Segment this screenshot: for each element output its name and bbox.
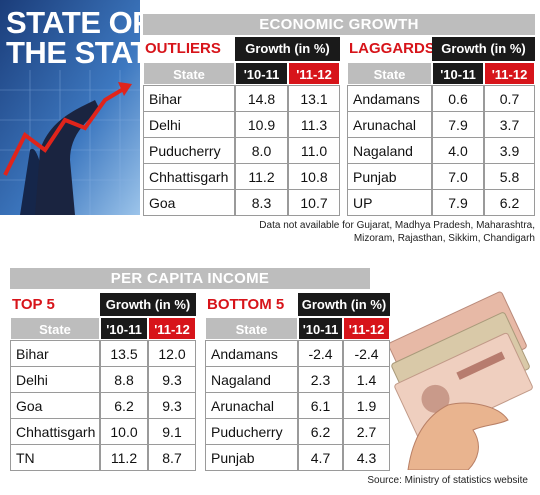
column-header: '10-11 (298, 317, 343, 340)
column-header: '10-11 (100, 317, 148, 340)
column-header: '11-12 (288, 62, 340, 85)
value-cell: 7.9 (432, 111, 484, 138)
value-cell: 11.2 (235, 163, 288, 190)
source: Source: Ministry of statistics website (367, 475, 528, 486)
state-cell: Andamans (205, 340, 298, 367)
value-cell: 8.3 (235, 189, 288, 216)
state-cell: Punjab (205, 444, 298, 471)
value-cell: -2.4 (298, 340, 343, 367)
note: Data not available for Gujarat, Madhya P… (259, 220, 535, 231)
column-header: '11-12 (343, 317, 390, 340)
value-cell: 6.2 (484, 189, 535, 216)
value-cell: 6.1 (298, 392, 343, 419)
state-cell: Puducherry (205, 418, 298, 445)
state-cell: Chhattisgarh (143, 163, 235, 190)
state-cell: TN (10, 444, 100, 471)
state-cell: Andamans (347, 85, 432, 112)
value-cell: 11.2 (100, 444, 148, 471)
value-cell: 4.3 (343, 444, 390, 471)
growth-header: Growth (in %) (298, 293, 390, 316)
value-cell: 3.7 (484, 111, 535, 138)
table-label: BOTTOM 5 (207, 296, 285, 313)
state-cell: Chhattisgarh (10, 418, 100, 445)
value-cell: 13.5 (100, 340, 148, 367)
state-cell: Bihar (10, 340, 100, 367)
value-cell: 10.7 (288, 189, 340, 216)
column-header: '10-11 (235, 62, 288, 85)
illustration (0, 0, 140, 215)
value-cell: 13.1 (288, 85, 340, 112)
value-cell: 3.9 (484, 137, 535, 164)
state-cell: Delhi (10, 366, 100, 393)
column-header: State (347, 62, 432, 85)
value-cell: 7.9 (432, 189, 484, 216)
value-cell: 2.3 (298, 366, 343, 393)
table-label: OUTLIERS (145, 40, 221, 57)
value-cell: 7.0 (432, 163, 484, 190)
value-cell: 0.6 (432, 85, 484, 112)
value-cell: 1.9 (343, 392, 390, 419)
value-cell: 6.2 (100, 392, 148, 419)
column-header: '10-11 (432, 62, 484, 85)
note: Mizoram, Rajasthan, Sikkim, Chandigarh (353, 233, 535, 244)
title-line: STATE OF (6, 5, 151, 40)
table-label: TOP 5 (12, 296, 55, 313)
value-cell: 1.4 (343, 366, 390, 393)
value-cell: 8.0 (235, 137, 288, 164)
value-cell: 8.8 (100, 366, 148, 393)
section-title: PER CAPITA INCOME (10, 268, 370, 289)
value-cell: 9.3 (148, 366, 196, 393)
growth-header: Growth (in %) (100, 293, 196, 316)
state-cell: Puducherry (143, 137, 235, 164)
section-title: ECONOMIC GROWTH (143, 14, 535, 35)
column-header: '11-12 (148, 317, 196, 340)
growth-header: Growth (in %) (432, 37, 535, 61)
state-cell: Nagaland (347, 137, 432, 164)
value-cell: 10.9 (235, 111, 288, 138)
value-cell: 9.3 (148, 392, 196, 419)
state-cell: Arunachal (205, 392, 298, 419)
value-cell: 4.0 (432, 137, 484, 164)
value-cell: 11.0 (288, 137, 340, 164)
state-cell: Bihar (143, 85, 235, 112)
column-header: State (205, 317, 298, 340)
state-cell: Goa (10, 392, 100, 419)
state-cell: Arunachal (347, 111, 432, 138)
value-cell: 11.3 (288, 111, 340, 138)
growth-header: Growth (in %) (235, 37, 340, 61)
state-cell: Punjab (347, 163, 432, 190)
value-cell: 2.7 (343, 418, 390, 445)
column-header: '11-12 (484, 62, 535, 85)
value-cell: 14.8 (235, 85, 288, 112)
value-cell: 4.7 (298, 444, 343, 471)
state-cell: Delhi (143, 111, 235, 138)
column-header: State (10, 317, 100, 340)
value-cell: 10.8 (288, 163, 340, 190)
value-cell: 9.1 (148, 418, 196, 445)
value-cell: 12.0 (148, 340, 196, 367)
state-cell: Nagaland (205, 366, 298, 393)
value-cell: 5.8 (484, 163, 535, 190)
state-cell: UP (347, 189, 432, 216)
column-header: State (143, 62, 235, 85)
value-cell: -2.4 (343, 340, 390, 367)
value-cell: 8.7 (148, 444, 196, 471)
money-illustration (388, 291, 533, 470)
value-cell: 6.2 (298, 418, 343, 445)
table-label: LAGGARDS (349, 40, 435, 57)
value-cell: 0.7 (484, 85, 535, 112)
state-cell: Goa (143, 189, 235, 216)
value-cell: 10.0 (100, 418, 148, 445)
